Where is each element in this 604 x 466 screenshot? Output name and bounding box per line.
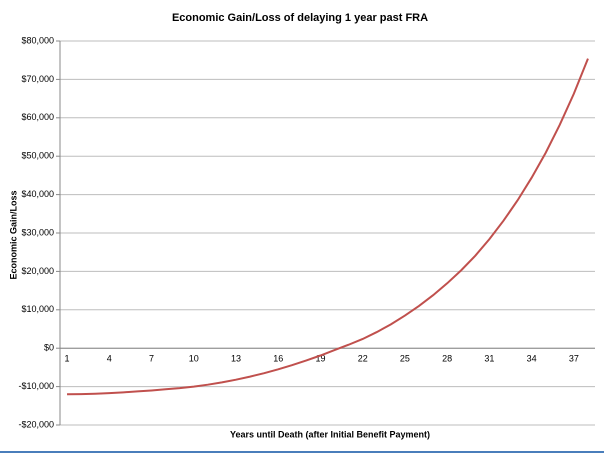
data-line [67,58,589,396]
x-tick-label: 13 [231,354,241,364]
x-tick-label: 28 [442,354,452,364]
x-tick-label: 7 [149,354,154,364]
y-tick-label: $60,000 [21,112,54,122]
chart-title: Economic Gain/Loss of delaying 1 year pa… [172,12,428,24]
x-tick-label: 31 [484,354,494,364]
y-tick-label: $80,000 [21,35,54,45]
x-tick-label: 10 [189,354,199,364]
y-tick-label: $70,000 [21,74,54,84]
y-tick-label: -$20,000 [18,419,54,429]
x-tick-label: 34 [527,354,537,364]
x-axis-title: Years until Death (after Initial Benefit… [230,429,430,439]
x-tick-label: 1 [65,354,70,364]
y-tick-label: $10,000 [21,304,54,314]
y-tick-label: $0 [44,343,54,353]
x-tick-label: 19 [315,354,325,364]
y-tick-label: -$10,000 [18,381,54,391]
y-axis-title: Economic Gain/Loss [8,190,18,279]
y-tick-label: $30,000 [21,227,54,237]
y-tick-label: $50,000 [21,151,54,161]
y-tick-label: $40,000 [21,189,54,199]
x-tick-label: 37 [569,354,579,364]
x-tick-label: 22 [358,354,368,364]
y-tick-label: $20,000 [21,266,54,276]
x-tick-label: 16 [273,354,283,364]
x-tick-label: 25 [400,354,410,364]
x-tick-label: 4 [107,354,112,364]
